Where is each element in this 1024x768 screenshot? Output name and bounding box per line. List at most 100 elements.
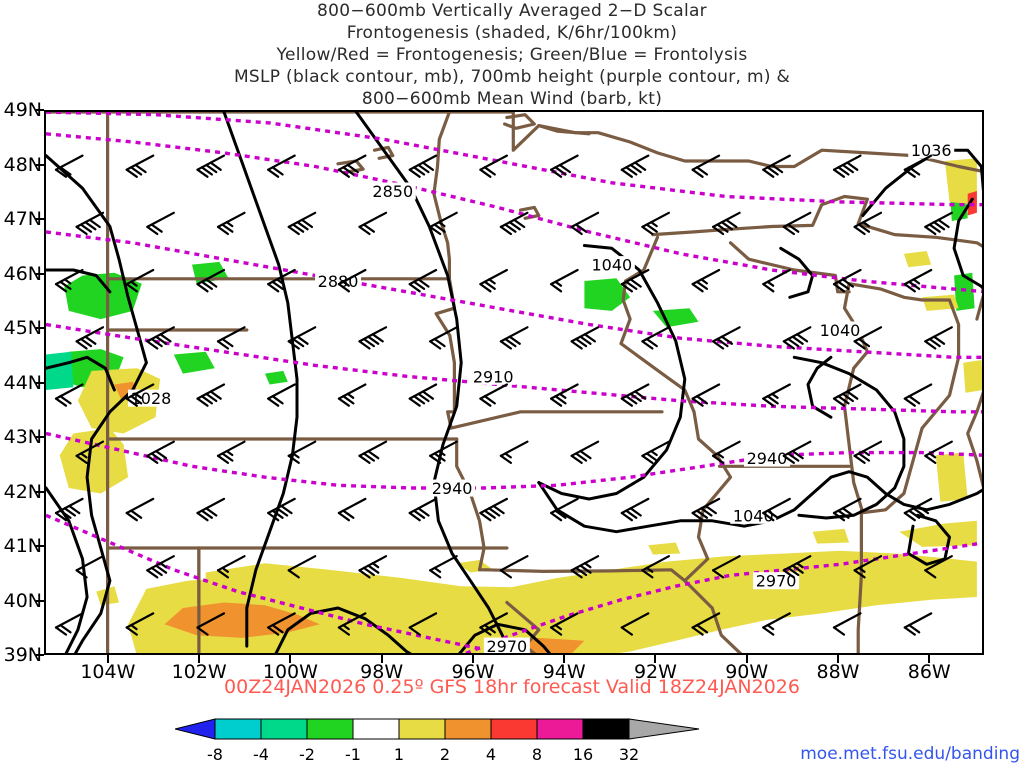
barb-full xyxy=(837,509,850,519)
barb-staff xyxy=(924,555,953,572)
barb-full xyxy=(362,223,375,233)
wind-barb xyxy=(853,555,883,579)
lon-tick-mark xyxy=(380,655,383,663)
contour-label: 2910 xyxy=(473,367,514,386)
barb-full xyxy=(346,163,359,174)
barb-full xyxy=(908,280,921,290)
barb-full xyxy=(75,225,88,236)
barb-full xyxy=(570,454,583,464)
barb-full xyxy=(296,335,309,345)
barb-full xyxy=(130,395,143,405)
barb-full xyxy=(550,168,563,178)
shaded-region xyxy=(173,351,215,374)
wind-barb xyxy=(358,555,388,579)
barb-full xyxy=(287,225,300,236)
contour-label-bg xyxy=(908,141,955,159)
barb-half xyxy=(225,221,234,228)
barb-full xyxy=(908,395,921,405)
height-contour-line xyxy=(46,322,982,414)
barb-full xyxy=(841,163,854,174)
lat-tick-mark xyxy=(36,654,44,656)
barb-full xyxy=(841,392,854,403)
barb-full xyxy=(504,223,517,233)
barb-full xyxy=(924,454,937,464)
wind-barb xyxy=(924,326,953,350)
barb-full xyxy=(479,511,492,522)
colorbar-high-arrow xyxy=(628,718,700,740)
colorbar: -8 -4 -2 -1 1 2 4 8 16 32 xyxy=(174,715,735,765)
wind-barb xyxy=(762,497,791,522)
barb-full xyxy=(620,511,633,522)
barb-full xyxy=(413,166,426,176)
barb-full xyxy=(196,397,209,407)
shaded-region xyxy=(648,542,681,555)
barb-full xyxy=(200,166,213,176)
contour-label: 1040 xyxy=(820,321,861,340)
barb-full xyxy=(358,340,371,350)
chart-title-block: 800−600mb Vertically Averaged 2−D Scalar… xyxy=(0,0,1024,110)
barb-full xyxy=(508,221,521,231)
lon-tick-label: 104W xyxy=(80,661,136,683)
colorbar-swatch xyxy=(536,718,584,740)
barb-full xyxy=(75,454,88,464)
lat-tick-mark xyxy=(36,272,44,275)
barb-full xyxy=(54,168,68,178)
barb-full xyxy=(853,569,866,579)
border-line xyxy=(966,391,982,488)
barb-full xyxy=(550,397,563,407)
wind-barb xyxy=(479,383,508,407)
barb-full xyxy=(337,397,350,407)
barb-full xyxy=(413,280,426,290)
barb-half xyxy=(159,562,168,569)
wind-barb xyxy=(337,612,367,636)
barb-full xyxy=(841,278,854,288)
lon-tick-mark xyxy=(745,655,748,663)
barb-full xyxy=(134,163,147,174)
title-line-5: 800−600mb Mean Wind (barb, kt) xyxy=(361,89,663,109)
barb-full xyxy=(853,454,866,464)
wind-barb xyxy=(782,440,812,464)
barb-full xyxy=(762,511,775,522)
barb-full xyxy=(221,223,234,233)
barb-full xyxy=(200,509,213,519)
lon-tick-label: 98W xyxy=(360,661,404,683)
title-line-4: MSLP (black contour, mb), 700mb height (… xyxy=(233,67,791,87)
contour-label-bg xyxy=(369,182,416,200)
barb-full xyxy=(832,168,846,178)
lon-tick-mark xyxy=(289,655,292,663)
lat-tick-mark xyxy=(36,436,44,438)
shaded-region xyxy=(903,251,932,268)
barb-half xyxy=(862,221,870,228)
contour-label-bg xyxy=(470,367,517,385)
barb-full xyxy=(146,225,159,236)
barb-full xyxy=(371,333,384,343)
shaded-region xyxy=(265,370,288,385)
barb-half xyxy=(225,450,234,457)
barb-full xyxy=(362,337,375,348)
barb-full xyxy=(832,626,846,636)
lon-tick-label: 94W xyxy=(542,661,586,683)
barb-full xyxy=(853,340,866,350)
wind-barb xyxy=(832,268,862,293)
barb-half xyxy=(79,452,88,459)
shaded-region xyxy=(77,368,161,434)
barb-full xyxy=(479,283,492,293)
barb-half xyxy=(700,278,708,285)
barb-full xyxy=(216,569,230,579)
barb-full xyxy=(267,626,280,636)
lon-tick-mark xyxy=(106,655,109,663)
contour-label: 1036 xyxy=(911,141,952,160)
barb-full xyxy=(367,335,380,345)
colorbar-tick-label: 16 xyxy=(572,745,594,764)
barb-full xyxy=(216,340,230,350)
barb-half xyxy=(583,562,592,569)
barb-full xyxy=(620,283,633,293)
border-line xyxy=(728,241,851,294)
barb-full xyxy=(550,283,563,293)
barb-half xyxy=(275,278,284,285)
barb-full xyxy=(287,569,300,579)
lon-tick-label: 96W xyxy=(451,661,495,683)
barb-full xyxy=(700,507,713,517)
barb-full xyxy=(200,280,213,290)
barb-full xyxy=(479,168,492,178)
